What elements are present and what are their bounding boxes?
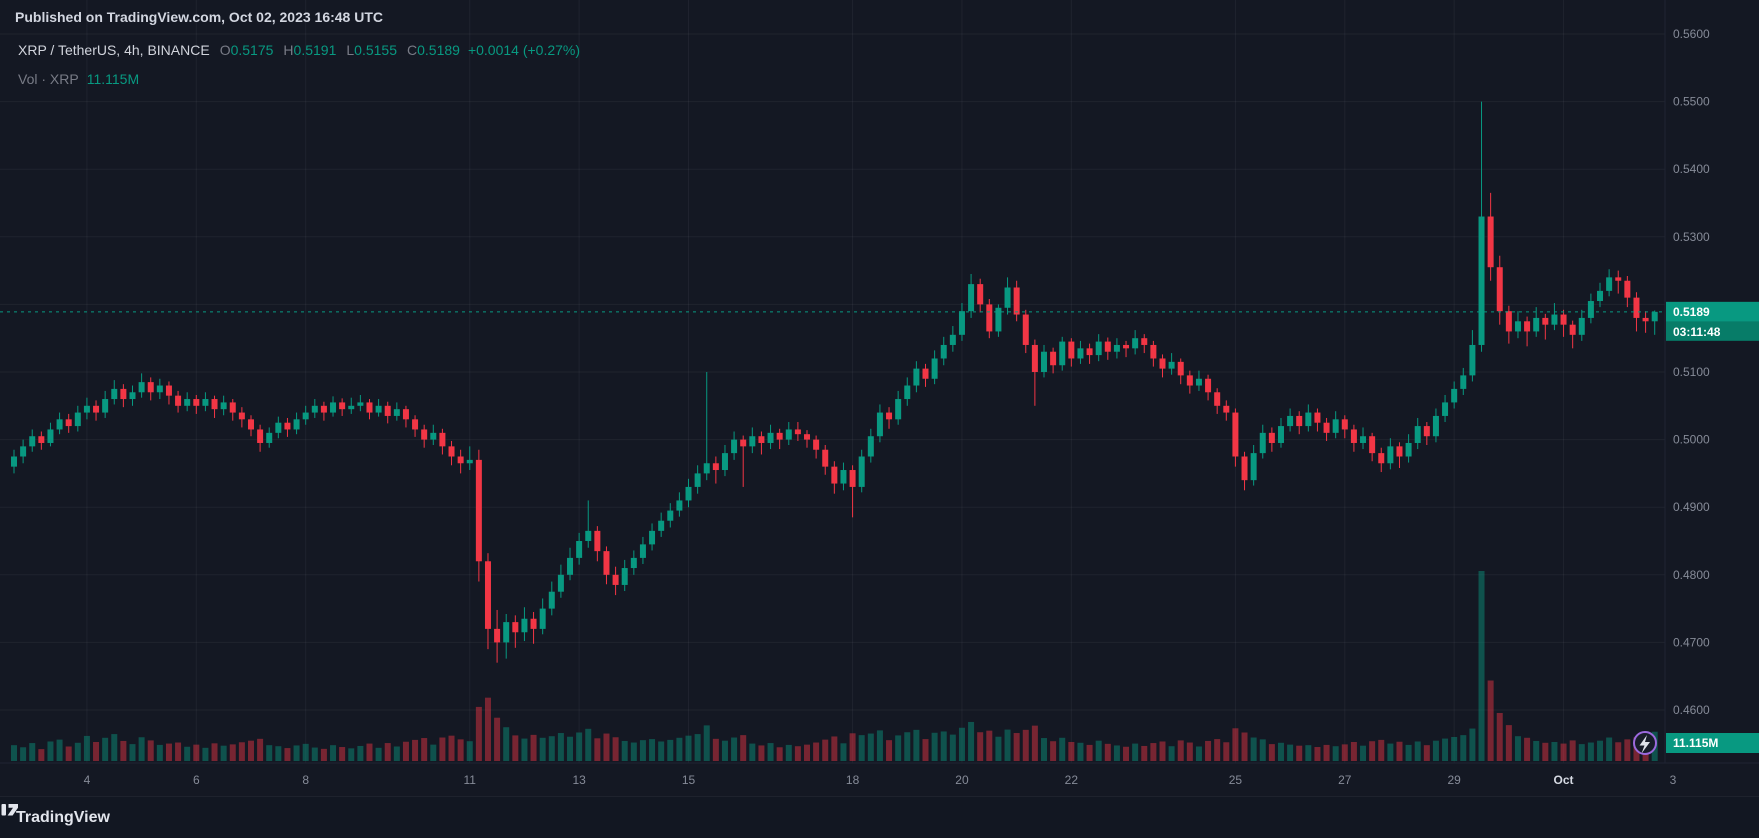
time-axis[interactable]: 4 6 8 11 13 15 18 20 22 25 27 29 Oct 3 bbox=[84, 773, 1677, 787]
svg-text:03:11:48: 03:11:48 bbox=[1673, 325, 1721, 339]
svg-text:11: 11 bbox=[464, 773, 477, 787]
svg-text:0.4800: 0.4800 bbox=[1673, 568, 1710, 582]
ohlc-close-label: C bbox=[406, 42, 418, 58]
svg-text:20: 20 bbox=[955, 773, 969, 787]
change-value: +0.0014 (+0.27%) bbox=[467, 42, 581, 58]
svg-text:25: 25 bbox=[1229, 773, 1243, 787]
grid-lines bbox=[0, 0, 1665, 763]
axis-separators bbox=[0, 0, 1759, 764]
svg-text:0.5600: 0.5600 bbox=[1673, 27, 1710, 41]
svg-text:18: 18 bbox=[846, 773, 860, 787]
svg-text:0.4700: 0.4700 bbox=[1673, 635, 1710, 649]
ohlc-open-label: O bbox=[219, 42, 231, 58]
svg-text:15: 15 bbox=[682, 773, 696, 787]
symbol-title[interactable]: XRP / TetherUS, 4h, BINANCE bbox=[18, 42, 210, 58]
svg-text:0.4600: 0.4600 bbox=[1673, 703, 1710, 717]
svg-text:8: 8 bbox=[302, 773, 309, 787]
footer-bar: TradingView bbox=[0, 796, 1759, 838]
svg-text:0.5100: 0.5100 bbox=[1673, 365, 1710, 379]
current-price-badge: 0.5189 bbox=[1666, 301, 1759, 322]
ohlc-low-label: L bbox=[346, 42, 355, 58]
svg-text:Oct: Oct bbox=[1554, 773, 1574, 787]
svg-text:3: 3 bbox=[1670, 773, 1677, 787]
volume-value: 11.115M bbox=[86, 71, 140, 87]
ohlc-open-value: 0.5175 bbox=[230, 42, 274, 58]
svg-text:0.5300: 0.5300 bbox=[1673, 230, 1710, 244]
ohlc-high-label: H bbox=[283, 42, 294, 58]
price-axis[interactable]: 0.5600 0.5500 0.5400 0.5300 0.5100 0.5000 0.49… bbox=[1673, 27, 1710, 717]
countdown-badge: 03:11:48 bbox=[1666, 321, 1759, 341]
ohlc-high-value: 0.5191 bbox=[293, 42, 337, 58]
tradingview-wordmark: TradingView bbox=[16, 808, 110, 826]
svg-text:29: 29 bbox=[1447, 773, 1461, 787]
symbol-legend: XRP / TetherUS, 4h, BINANCE O0.5175 H0.519… bbox=[18, 42, 580, 58]
volume-legend: Vol · XRP 11.115M bbox=[18, 71, 139, 87]
svg-text:0.5500: 0.5500 bbox=[1673, 95, 1710, 109]
volume-label: Vol · XRP bbox=[18, 71, 79, 87]
svg-text:11.115M: 11.115M bbox=[1673, 736, 1718, 750]
tradingview-logo[interactable]: TradingView bbox=[1, 804, 110, 827]
tradingview-logomark-icon bbox=[1, 804, 18, 816]
ohlc-low-value: 0.5155 bbox=[354, 42, 397, 58]
svg-text:27: 27 bbox=[1338, 773, 1352, 787]
svg-text:13: 13 bbox=[572, 773, 586, 787]
published-header: Published on TradingView.com, Oct 02, 20… bbox=[15, 9, 384, 25]
svg-text:4: 4 bbox=[84, 773, 91, 787]
volume-bars bbox=[11, 571, 1658, 761]
svg-text:22: 22 bbox=[1065, 773, 1079, 787]
flash-icon[interactable] bbox=[1633, 731, 1657, 755]
svg-text:0.5189: 0.5189 bbox=[1673, 305, 1710, 319]
candlesticks bbox=[11, 101, 1658, 663]
svg-text:0.5400: 0.5400 bbox=[1673, 162, 1710, 176]
ohlc-close-value: 0.5189 bbox=[417, 42, 460, 58]
volume-badge: 11.115M bbox=[1666, 733, 1759, 753]
svg-text:0.4900: 0.4900 bbox=[1673, 500, 1710, 514]
svg-text:0.5000: 0.5000 bbox=[1673, 433, 1710, 447]
svg-text:6: 6 bbox=[193, 773, 200, 787]
